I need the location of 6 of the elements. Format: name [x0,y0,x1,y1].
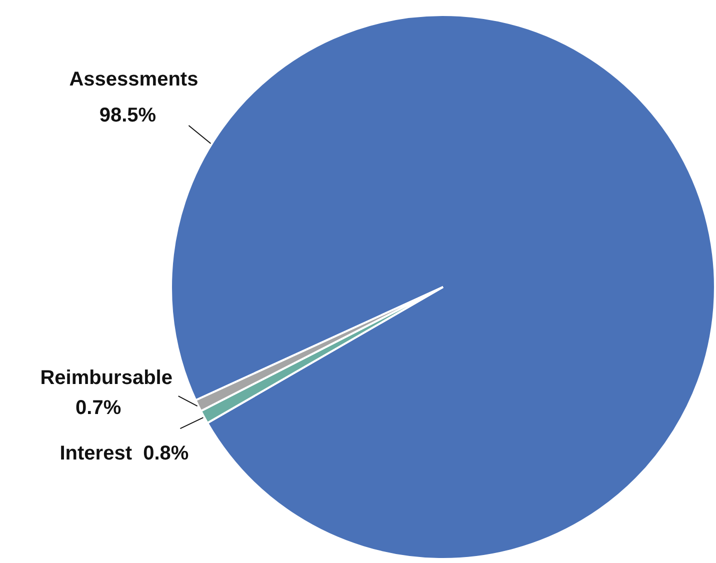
slice-label: Interest [60,442,132,465]
slice-label: Assessments [69,68,198,91]
data-label: 0.7% [76,397,122,420]
data-label: 0.8% [143,442,189,465]
data-label: 98.5% [99,104,156,127]
slice-label: Reimbursable [40,367,172,390]
